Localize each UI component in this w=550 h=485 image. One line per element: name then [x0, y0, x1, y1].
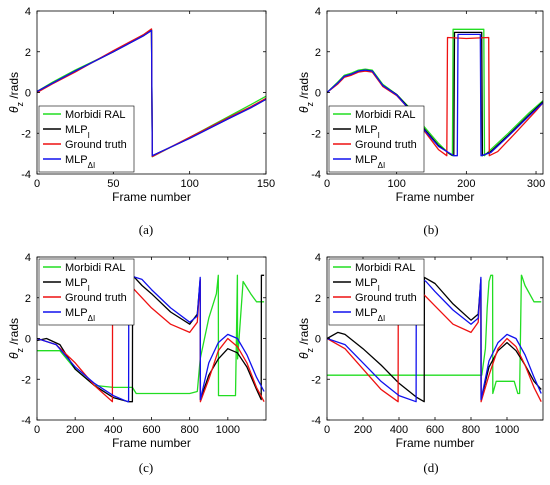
x-axis-label: Frame number: [396, 436, 475, 450]
x-tick-label: 400: [104, 424, 122, 436]
legend-label: MLPI: [355, 124, 380, 140]
x-tick-label: 50: [107, 178, 119, 190]
series-group: [37, 274, 265, 403]
figure-caption: (c): [139, 460, 153, 475]
y-tick-label: 4: [315, 6, 321, 18]
y-axis-label: θz /rads: [297, 318, 315, 359]
legend-label: Ground truth: [355, 292, 417, 304]
y-tick-label: -2: [311, 374, 321, 386]
legend-box: [38, 258, 135, 326]
y-axis-label: θz /rads: [7, 72, 25, 113]
legend-label: MLPΔI: [65, 307, 95, 323]
x-axis-label: Frame number: [112, 436, 191, 450]
x-tick-label: 100: [387, 178, 405, 190]
series-line-morbidi-ral: [327, 274, 542, 395]
y-tick-label: -2: [21, 374, 31, 386]
series-line-morbidi-ral: [37, 274, 265, 397]
y-tick-label: -2: [21, 128, 31, 140]
x-tick-label: 200: [66, 424, 84, 436]
chart-panel-3: 0 200 400 600 800 1000 -4 -2 0 2 4 Frame number θz /…: [7, 252, 267, 475]
chart-panel-2: 0 100 200 300 -4 -2 0 2 4 Frame number θz /rads Mor…: [297, 6, 545, 237]
x-tick-label: 600: [426, 424, 444, 436]
legend-label: MLPΔI: [355, 154, 385, 170]
y-tick-label: 2: [25, 47, 31, 59]
legend-label: Morbidi RAL: [355, 262, 416, 274]
legend-box: [38, 105, 135, 173]
y-tick-label: 0: [315, 334, 321, 346]
x-axis-label: Frame number: [112, 190, 191, 204]
y-tick-label: 2: [315, 293, 321, 305]
y-tick-label: -4: [311, 169, 321, 181]
x-tick-label: 400: [390, 424, 408, 436]
chart-panel-4: 0 200 400 600 800 1000 -4 -2 0 2 4 Frame number θz /…: [297, 252, 544, 475]
x-tick-label: 200: [354, 424, 372, 436]
legend-label: MLPI: [65, 124, 90, 140]
series-line-mlp-i: [327, 274, 542, 403]
y-tick-label: 4: [25, 252, 31, 264]
series-line-mlp-i: [327, 33, 543, 157]
x-axis-label: Frame number: [396, 190, 475, 204]
y-axis-label: θz /rads: [297, 72, 315, 113]
series-line-mlp-i: [37, 274, 265, 403]
x-tick-label: 0: [324, 424, 330, 436]
x-tick-label: 150: [257, 178, 275, 190]
legend-label: Morbidi RAL: [355, 109, 416, 121]
y-tick-label: 0: [315, 88, 321, 100]
series-line-mlp-i: [37, 29, 266, 157]
y-tick-label: -4: [311, 415, 321, 427]
series-group: [327, 274, 542, 403]
x-tick-label: 200: [457, 178, 475, 190]
series-line-ground-truth: [327, 36, 543, 157]
legend-box: [328, 258, 425, 326]
y-tick-label: 4: [25, 6, 31, 18]
y-tick-label: -4: [21, 169, 31, 181]
legend-label: MLPΔI: [65, 154, 95, 170]
legend-label: MLPI: [65, 277, 90, 293]
legend-box: [328, 105, 425, 173]
legend-label: Ground truth: [355, 139, 417, 151]
y-tick-label: 2: [25, 293, 31, 305]
y-tick-label: -4: [21, 415, 31, 427]
series-line-ground-truth: [37, 28, 266, 158]
legend-label: Morbidi RAL: [65, 262, 126, 274]
y-tick-label: 4: [315, 252, 321, 264]
x-tick-label: 800: [462, 424, 480, 436]
legend-label: Ground truth: [65, 292, 127, 304]
y-tick-label: 2: [315, 47, 321, 59]
figure-caption: (a): [139, 222, 153, 237]
x-tick-label: 800: [180, 424, 198, 436]
x-tick-label: 0: [324, 178, 330, 190]
y-tick-label: -2: [311, 128, 321, 140]
x-tick-label: 1000: [495, 424, 519, 436]
figure-caption: (d): [423, 460, 438, 475]
x-tick-label: 300: [527, 178, 545, 190]
chart-panel-1: 0 50 100 150 -4 -2 0 2 4 Frame number θz /rads Morb…: [7, 6, 275, 237]
figure-caption: (b): [423, 222, 438, 237]
legend-label: MLPI: [355, 277, 380, 293]
y-tick-label: 0: [25, 334, 31, 346]
series-line-ground-truth: [327, 274, 542, 403]
y-tick-label: 0: [25, 88, 31, 100]
series-group: [327, 28, 543, 157]
x-tick-label: 0: [34, 178, 40, 190]
x-tick-label: 1000: [216, 424, 240, 436]
x-tick-label: 0: [34, 424, 40, 436]
x-tick-label: 600: [142, 424, 160, 436]
series-group: [37, 28, 266, 158]
legend-label: Morbidi RAL: [65, 109, 126, 121]
series-line-mlp-i: [327, 276, 542, 403]
legend-label: MLPΔI: [355, 307, 385, 323]
y-axis-label: θz /rads: [7, 318, 25, 359]
series-line-ground-truth: [37, 274, 265, 403]
x-tick-label: 100: [180, 178, 198, 190]
legend-label: Ground truth: [65, 139, 127, 151]
